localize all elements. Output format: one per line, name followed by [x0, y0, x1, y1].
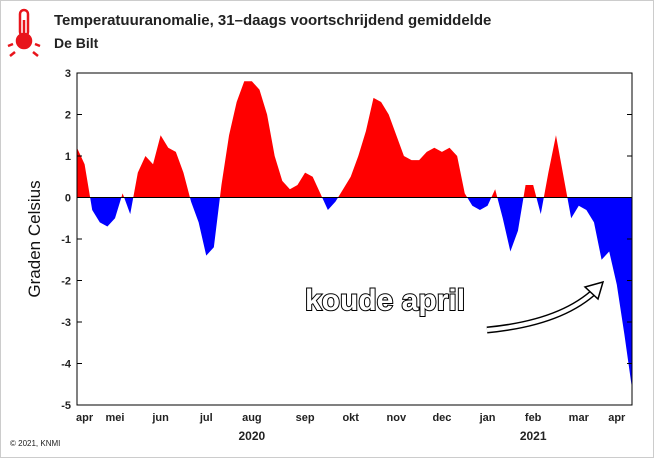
chart-title: Temperatuuranomalie, 31–daags voortschri…: [54, 12, 491, 29]
y-tick-label: -3: [61, 317, 71, 329]
x-tick-label: aug: [242, 412, 262, 424]
y-tick-label: -4: [61, 359, 72, 371]
y-tick-label: 0: [65, 193, 71, 205]
x-tick-label: feb: [525, 412, 542, 424]
positive-area: [77, 81, 632, 198]
x-tick-label: mar: [569, 412, 590, 424]
x-tick-label: dec: [432, 412, 451, 424]
x-tick-label: nov: [387, 412, 407, 424]
y-tick-label: 3: [65, 68, 71, 80]
x-tick-label: apr: [608, 412, 626, 424]
chart-subtitle: De Bilt: [54, 35, 99, 51]
x-tick-label: jul: [199, 412, 213, 424]
y-tick-label: 1: [65, 151, 71, 163]
y-tick-label: -5: [61, 400, 71, 412]
x-tick-label: sep: [296, 412, 315, 424]
annotation: koude april: [305, 284, 465, 317]
year-label: 2020: [239, 429, 266, 443]
y-tick-label: 2: [65, 110, 71, 122]
arrow: [486, 288, 598, 332]
x-tick-label: jan: [479, 412, 496, 424]
year-label: 2021: [520, 429, 547, 443]
x-tick-label: apr: [76, 412, 94, 424]
credit: © 2021, KNMI: [10, 439, 60, 448]
y-tick-label: -2: [61, 276, 71, 288]
thermometer-icon: [7, 8, 41, 57]
y-tick-label: -1: [61, 234, 71, 246]
x-tick-label: okt: [342, 412, 359, 424]
x-tick-label: mei: [106, 412, 125, 424]
arrow-head: [583, 280, 605, 301]
y-axis-label: Graden Celsius: [25, 180, 44, 297]
x-tick-label: jun: [151, 412, 169, 424]
